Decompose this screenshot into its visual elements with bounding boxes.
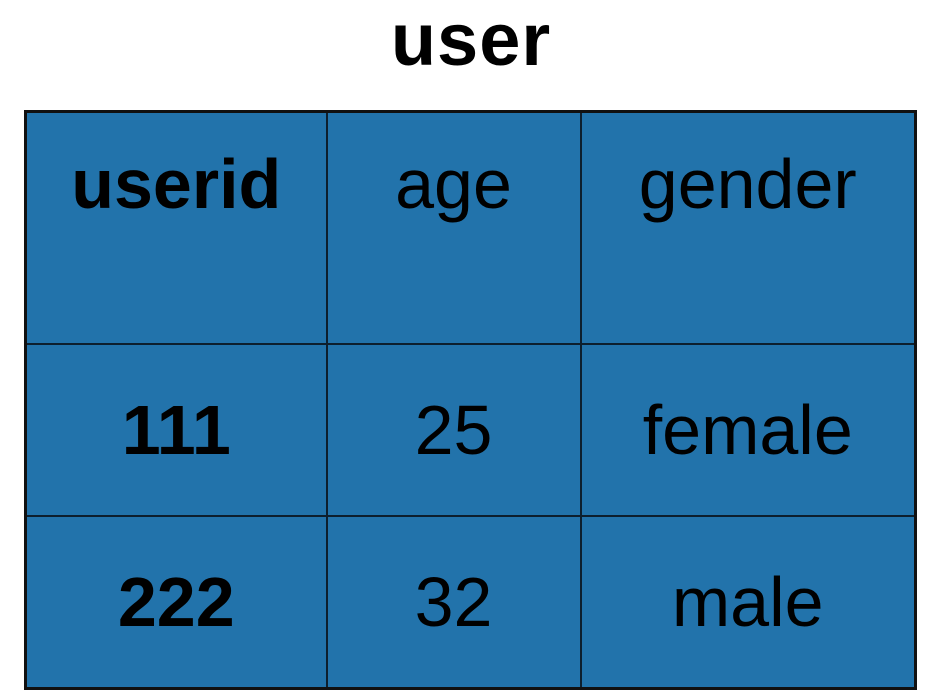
- cell-gender: female: [579, 342, 917, 517]
- cell-age: 32: [325, 514, 582, 689]
- header-row: userid age gender: [24, 110, 917, 345]
- table-title: user: [390, 0, 552, 81]
- column-header-userid: userid: [24, 110, 328, 345]
- column-header-age: age: [325, 110, 582, 345]
- cell-gender: male: [579, 514, 917, 689]
- cell-age: 25: [325, 342, 582, 517]
- cell-userid: 111: [24, 342, 328, 517]
- table-row: 111 25 female: [24, 342, 917, 517]
- column-header-gender: gender: [579, 110, 917, 345]
- user-table: userid age gender 111 25 female 222 32 m…: [24, 110, 917, 690]
- cell-userid: 222: [24, 514, 328, 689]
- table-row: 222 32 male: [24, 514, 917, 689]
